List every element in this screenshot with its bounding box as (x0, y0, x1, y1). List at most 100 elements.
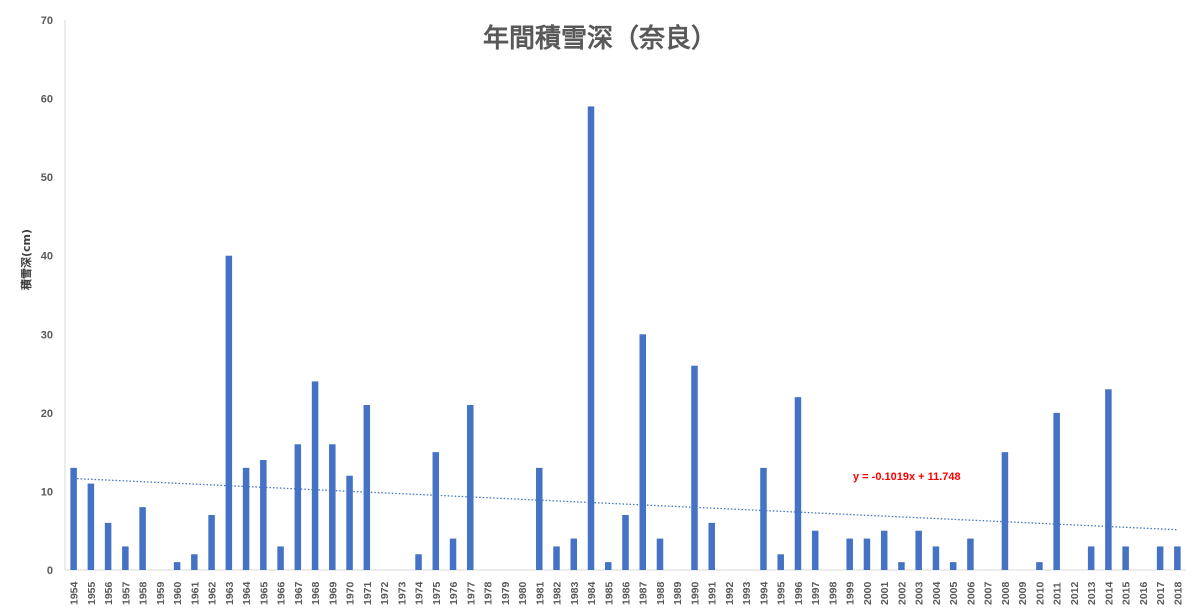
x-tick-label: 1990 (689, 581, 701, 605)
bar (656, 538, 664, 570)
bar (277, 546, 284, 570)
x-tick-label: 1982 (552, 581, 564, 605)
x-tick-label: 1963 (224, 581, 236, 605)
bar (760, 467, 767, 570)
bar (329, 444, 336, 570)
bar (915, 530, 922, 570)
bar (173, 562, 181, 570)
bar (1156, 546, 1164, 570)
bar (553, 546, 560, 570)
bar (70, 467, 77, 570)
bar (777, 554, 784, 570)
x-tick-label: 1979 (500, 581, 512, 605)
y-tick-label: 20 (41, 408, 53, 420)
x-tick-label: 2009 (1017, 581, 1029, 605)
trendline-equation: y = -0.1019x + 11.748 (853, 471, 961, 483)
bar (1105, 389, 1112, 570)
bar (139, 507, 146, 570)
bar (294, 444, 302, 570)
bar (1087, 546, 1095, 570)
x-tick-label: 1999 (845, 581, 857, 605)
bar (1036, 562, 1043, 570)
x-tick-label: 2018 (1172, 581, 1184, 605)
x-tick-label: 2004 (931, 581, 943, 605)
bar (87, 483, 95, 570)
y-tick-label: 30 (41, 329, 53, 341)
x-tick-label: 1985 (603, 581, 615, 605)
x-tick-label: 1959 (155, 581, 167, 605)
x-tick-label: 2007 (983, 581, 995, 605)
x-tick-label: 2001 (879, 581, 891, 605)
x-tick-label: 2006 (965, 581, 977, 605)
bar (949, 562, 957, 570)
x-tick-label: 1960 (172, 581, 184, 605)
x-tick-label: 1962 (207, 581, 219, 605)
x-tick-label: 1966 (276, 581, 288, 605)
bar (708, 522, 715, 570)
x-tick-label: 2015 (1121, 581, 1133, 605)
bar (1053, 412, 1060, 570)
x-tick-label: 1989 (672, 581, 684, 605)
x-tick-label: 1983 (569, 581, 581, 605)
x-tick-label: 1980 (517, 581, 529, 605)
x-tick-label: 2016 (1138, 581, 1150, 605)
bar (811, 530, 819, 570)
x-tick-label: 1981 (534, 581, 546, 605)
bar (449, 538, 457, 570)
x-tick-label: 1957 (120, 581, 132, 605)
x-tick-label: 1986 (621, 581, 633, 605)
x-tick-label: 2014 (1103, 581, 1115, 605)
bar (311, 381, 319, 570)
bar (432, 452, 440, 570)
x-tick-label: 1975 (431, 581, 443, 605)
bar (880, 530, 888, 570)
bar (570, 538, 578, 570)
x-tick-label: 2000 (862, 581, 874, 605)
x-tick-label: 1992 (724, 581, 736, 605)
y-tick-label: 10 (41, 486, 53, 498)
bar (1174, 546, 1181, 570)
y-tick-label: 0 (47, 565, 53, 577)
x-tick-label: 1984 (586, 581, 598, 605)
trendline (73, 477, 1178, 531)
y-tick-label: 60 (41, 94, 53, 106)
bar (536, 467, 543, 570)
x-tick-label: 2003 (914, 581, 926, 605)
x-tick-label: 1969 (327, 581, 339, 605)
x-tick-label: 2011 (1052, 582, 1064, 605)
x-tick-label: 1991 (707, 581, 719, 605)
bar (605, 562, 612, 570)
x-tick-label: 1993 (741, 581, 753, 605)
x-tick-label: 1968 (310, 581, 322, 605)
x-tick-label: 1970 (345, 581, 357, 605)
bar (1122, 546, 1129, 570)
bar (846, 538, 853, 570)
y-tick-label: 50 (41, 172, 53, 184)
bar (1001, 452, 1009, 570)
bar (260, 460, 267, 570)
x-tick-label: 1994 (758, 581, 770, 605)
bar (622, 515, 629, 570)
bar (363, 405, 371, 570)
x-tick-label: 1987 (638, 581, 650, 605)
bar (122, 546, 129, 570)
bar (242, 467, 250, 570)
bar (587, 106, 595, 570)
bar (967, 538, 974, 570)
x-tick-label: 1972 (379, 581, 391, 605)
bar (932, 546, 940, 570)
x-tick-label: 2013 (1086, 581, 1098, 605)
x-tick-label: 2002 (896, 581, 908, 605)
x-tick-label: 1974 (414, 581, 426, 605)
y-tick-label: 70 (41, 15, 53, 27)
x-tick-label: 2012 (1069, 581, 1081, 605)
x-tick-label: 1967 (293, 581, 305, 605)
y-tick-label: 40 (41, 251, 53, 263)
x-tick-label: 1988 (655, 581, 667, 605)
bar (691, 365, 698, 570)
bar (898, 562, 905, 570)
x-tick-label: 1997 (810, 581, 822, 605)
x-tick-label: 1954 (69, 581, 81, 605)
